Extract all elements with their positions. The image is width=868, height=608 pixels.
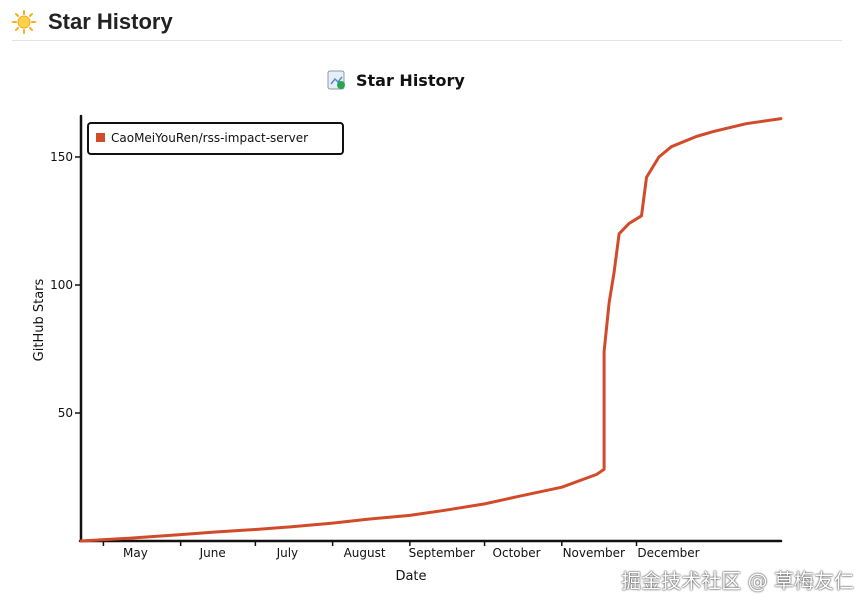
x-tick-label: November: [563, 546, 625, 560]
x-axis-label: Date: [395, 569, 426, 584]
series-layer: [79, 117, 783, 543]
series-line: [79, 117, 783, 543]
chart-title-group: Star History: [326, 66, 465, 94]
y-tick-label: 50: [58, 406, 73, 420]
x-tick-label: October: [493, 546, 541, 560]
x-tick-label: December: [637, 546, 699, 560]
watermark: 掘金技术社区 @ 草梅友仁: [621, 569, 854, 593]
x-ticks: May June July August September October Novembe…: [102, 541, 700, 560]
page-title: Star History: [48, 9, 173, 34]
y-tick-label: 150: [50, 150, 73, 164]
legend-label: CaoMeiYouRen/rss-impact-server: [111, 131, 308, 145]
y-tick-label: 100: [50, 278, 73, 292]
chart-title: Star History: [356, 70, 465, 90]
x-tick-label: July: [276, 546, 299, 560]
sun-icon: [12, 10, 36, 34]
legend: CaoMeiYouRen/rss-impact-server: [87, 122, 344, 155]
x-tick-label: May: [123, 546, 148, 560]
x-tick-label: June: [199, 546, 226, 560]
y-ticks: 50 100 150: [50, 150, 81, 420]
star-history-logo-icon: [327, 70, 345, 90]
x-tick-label: August: [344, 546, 386, 560]
x-tick-label: September: [409, 546, 475, 560]
legend-swatch: [96, 133, 105, 142]
page-header: Star History: [12, 4, 842, 41]
y-axis-label: GitHub Stars: [32, 278, 47, 361]
legend-box: [87, 122, 344, 155]
